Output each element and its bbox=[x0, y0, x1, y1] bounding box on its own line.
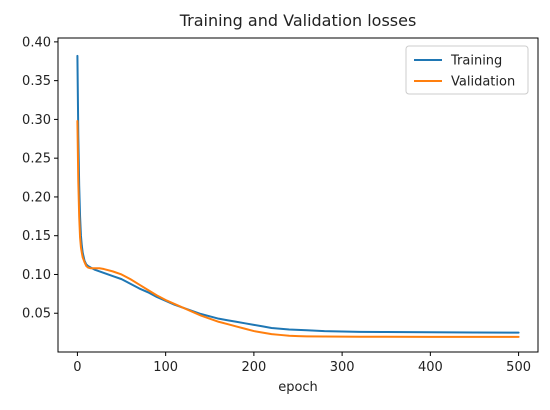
y-tick-label: 0.40 bbox=[22, 35, 51, 50]
chart-title: Training and Validation losses bbox=[179, 11, 417, 30]
y-axis: 0.05 0.10 0.15 0.20 0.25 0.30 0.35 0.40 bbox=[22, 35, 58, 322]
x-tick-label: 200 bbox=[241, 360, 266, 375]
x-axis-label: epoch bbox=[278, 380, 318, 395]
x-axis: 0 100 200 300 400 500 bbox=[73, 352, 531, 375]
y-tick-label: 0.30 bbox=[22, 113, 51, 128]
y-tick-label: 0.05 bbox=[22, 307, 51, 322]
plot-area bbox=[57, 37, 539, 353]
x-tick-label: 400 bbox=[418, 360, 443, 375]
legend-label-training: Training bbox=[450, 54, 502, 69]
x-tick-label: 500 bbox=[506, 360, 531, 375]
y-tick-label: 0.10 bbox=[22, 268, 51, 283]
series-layer bbox=[76, 54, 520, 338]
y-tick-label: 0.35 bbox=[22, 74, 51, 89]
plot-frame bbox=[57, 37, 539, 353]
x-tick-label: 300 bbox=[330, 360, 355, 375]
x-tick-label: 100 bbox=[153, 360, 178, 375]
y-tick-label: 0.15 bbox=[22, 229, 51, 244]
y-tick-label: 0.20 bbox=[22, 190, 51, 205]
legend: Training Validation bbox=[405, 45, 529, 95]
legend-label-validation: Validation bbox=[451, 75, 515, 90]
x-tick-label: 0 bbox=[73, 360, 81, 375]
series-line-training bbox=[76, 54, 520, 334]
series-line-validation bbox=[76, 119, 520, 338]
y-tick-label: 0.25 bbox=[22, 152, 51, 167]
